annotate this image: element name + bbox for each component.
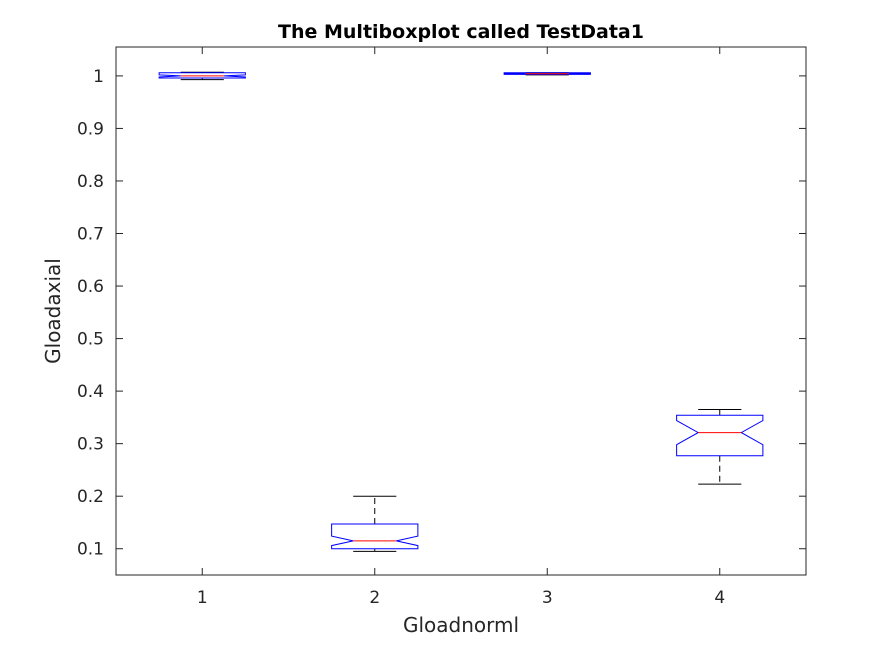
y-tick-label: 0.4 [77,382,104,402]
y-axis-label: Gloadaxial [41,258,65,364]
chart-title: The Multiboxplot called TestData1 [278,21,644,43]
axes-frame [115,46,807,576]
box-group-3 [503,72,591,76]
ticks-layer: 0.1 0.2 0.3 0.4 0.5 0.6 0.7 0.8 0.9 1 1 2 3 4 [77,47,806,608]
x-tick-label: 1 [197,588,208,608]
y-tick-label: 0.6 [77,277,104,297]
box-body [158,72,246,79]
y-tick-label: 1 [93,67,104,87]
x-tick-label: 3 [542,588,553,608]
plot-area [116,47,806,575]
y-tick-label: 0.9 [77,119,104,139]
box-body [503,72,591,75]
y-tick-label: 0.7 [77,225,104,245]
y-tick-label: 0.8 [77,172,104,192]
y-tick-label: 0.3 [77,435,104,455]
x-axis-label: Gloadnorml [403,613,519,637]
x-tick-label: 4 [714,588,725,608]
y-tick-label: 0.2 [77,487,104,507]
y-tick-label: 0.5 [77,330,104,350]
box-group-2 [331,495,419,552]
box-group-4 [676,409,764,485]
box-group-1 [158,71,246,81]
box-body [676,414,764,457]
boxes-layer [158,71,764,552]
x-tick-label: 2 [369,588,380,608]
box-body [331,523,419,550]
y-tick-label: 0.1 [77,540,104,560]
